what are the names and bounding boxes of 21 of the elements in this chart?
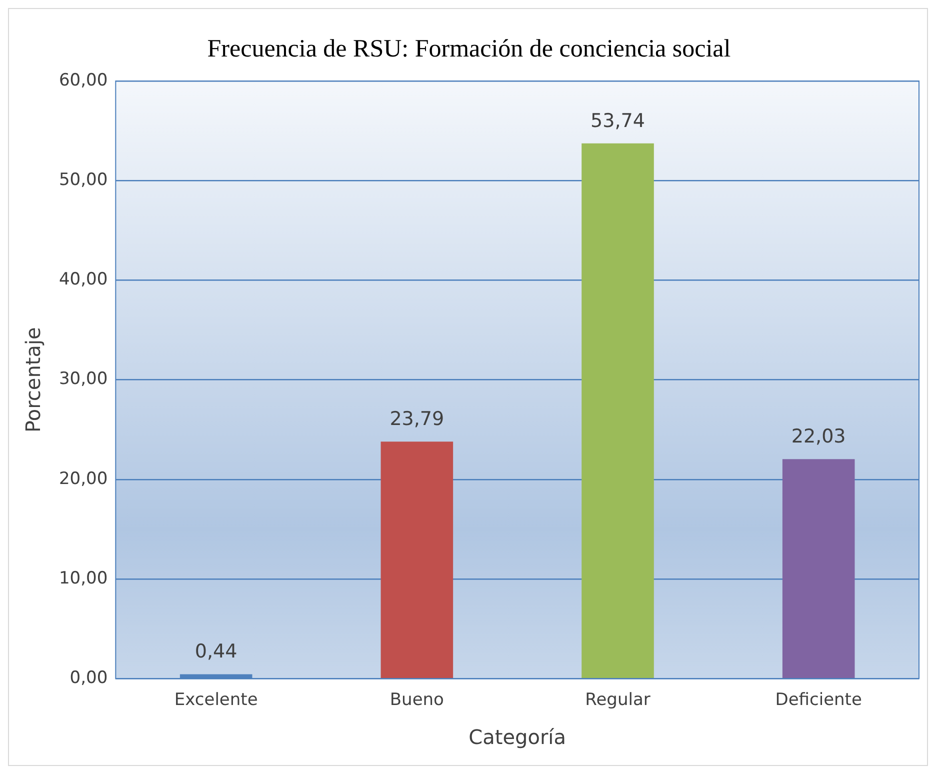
y-axis-title: Porcentaje: [21, 327, 46, 432]
y-tick-label: 60,00: [58, 70, 108, 90]
bar: [380, 442, 454, 678]
bar: [782, 459, 855, 678]
y-tick-label: 30,00: [58, 369, 108, 390]
x-tick-label: Deficiente: [775, 690, 862, 710]
x-tick-label: Excelente: [174, 690, 258, 710]
data-label: 53,74: [590, 110, 645, 132]
data-label: 0,44: [194, 640, 238, 663]
x-tick-label: Regular: [585, 690, 650, 710]
y-tick-label: 20,00: [58, 468, 108, 489]
y-tick-label: 50,00: [58, 170, 108, 190]
data-label: 23,79: [390, 408, 444, 430]
bar: [582, 143, 654, 678]
data-label: 22,03: [791, 426, 846, 448]
y-tick-label: 10,00: [58, 568, 108, 588]
chart-title: Frecuencia de RSU: Formación de conciencia social: [207, 36, 731, 63]
y-tick-label: 0,00: [70, 668, 108, 688]
x-axis-title: Categoría: [468, 725, 566, 750]
y-tick-label: 40,00: [58, 270, 108, 290]
x-tick-label: Bueno: [390, 690, 444, 710]
